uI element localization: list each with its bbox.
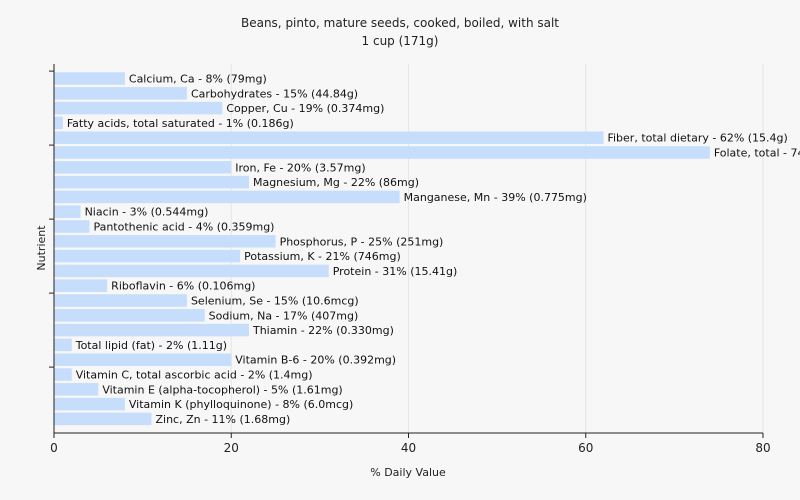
bar bbox=[54, 72, 125, 85]
bar bbox=[54, 383, 99, 396]
bar bbox=[54, 294, 187, 307]
bar bbox=[54, 309, 205, 322]
bar bbox=[54, 101, 223, 115]
chart-subtitle: 1 cup (171g) bbox=[362, 34, 439, 48]
bar-label: Sodium, Na - 17% (407mg) bbox=[209, 309, 359, 322]
bar-label: Selenium, Se - 15% (10.6mcg) bbox=[191, 295, 359, 308]
bar bbox=[54, 220, 90, 233]
x-tick-label: 40 bbox=[401, 441, 416, 455]
bar-label: Protein - 31% (15.41g) bbox=[333, 265, 458, 278]
bar bbox=[54, 412, 152, 426]
bar bbox=[54, 190, 400, 204]
y-axis-title: Nutrient bbox=[35, 225, 48, 271]
bar bbox=[54, 235, 276, 248]
bar bbox=[54, 87, 187, 100]
x-tick-label: 0 bbox=[50, 441, 58, 455]
bar-label: Carbohydrates - 15% (44.84g) bbox=[191, 87, 358, 100]
bar bbox=[54, 323, 249, 337]
bar-label: Total lipid (fat) - 2% (1.11g) bbox=[75, 339, 227, 352]
bar-label: Vitamin B-6 - 20% (0.392mg) bbox=[235, 354, 396, 367]
bar bbox=[54, 353, 232, 366]
bar-label: Niacin - 3% (0.544mg) bbox=[85, 206, 209, 219]
bar-label: Copper, Cu - 19% (0.374mg) bbox=[226, 102, 384, 115]
bar-label: Manganese, Mn - 39% (0.775mg) bbox=[404, 191, 587, 204]
bar-label: Calcium, Ca - 8% (79mg) bbox=[129, 73, 267, 86]
bar-label: Zinc, Zn - 11% (1.68mg) bbox=[155, 413, 290, 426]
x-axis-title: % Daily Value bbox=[370, 466, 446, 479]
bar bbox=[54, 116, 63, 130]
bar-label: Iron, Fe - 20% (3.57mg) bbox=[235, 161, 365, 174]
bar-label: Fiber, total dietary - 62% (15.4g) bbox=[607, 132, 787, 145]
bar bbox=[54, 175, 249, 189]
bar bbox=[54, 368, 72, 381]
bar-label: Potassium, K - 21% (746mg) bbox=[244, 250, 401, 263]
bar bbox=[54, 146, 710, 159]
plot-area: Calcium, Ca - 8% (79mg)Carbohydrates - 1… bbox=[49, 64, 800, 455]
bar-label: Vitamin E (alpha-tocopherol) - 5% (1.61m… bbox=[102, 383, 342, 396]
chart-title: Beans, pinto, mature seeds, cooked, boil… bbox=[241, 16, 559, 30]
bar-label: Phosphorus, P - 25% (251mg) bbox=[280, 235, 444, 248]
x-tick-label: 80 bbox=[755, 441, 770, 455]
bar bbox=[54, 205, 81, 218]
bar-label: Magnesium, Mg - 22% (86mg) bbox=[253, 176, 419, 189]
bar-label: Pantothenic acid - 4% (0.359mg) bbox=[93, 221, 274, 234]
bar bbox=[54, 264, 329, 278]
x-tick-label: 20 bbox=[224, 441, 239, 455]
bar bbox=[54, 279, 108, 292]
bar-label: Thiamin - 22% (0.330mg) bbox=[252, 324, 394, 337]
bar-label: Vitamin K (phylloquinone) - 8% (6.0mcg) bbox=[129, 398, 353, 411]
x-tick-label: 60 bbox=[578, 441, 593, 455]
bar bbox=[54, 397, 125, 411]
bar-label: Riboflavin - 6% (0.106mg) bbox=[111, 280, 255, 293]
bar-label: Folate, total - 74% (294mcg) bbox=[714, 147, 800, 160]
bar-label: Vitamin C, total ascorbic acid - 2% (1.4… bbox=[76, 369, 313, 382]
bar-label: Fatty acids, total saturated - 1% (0.186… bbox=[67, 117, 294, 130]
bar bbox=[54, 249, 241, 263]
bar bbox=[54, 161, 232, 174]
bar bbox=[54, 131, 604, 144]
bar bbox=[54, 338, 72, 352]
